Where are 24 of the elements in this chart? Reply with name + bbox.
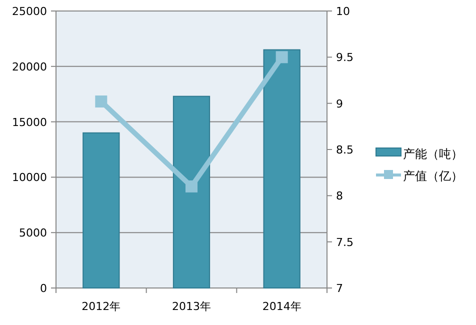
bar: [82, 132, 120, 288]
x-tick-label: 2012年: [82, 300, 121, 313]
y-tick-label: 5000: [19, 226, 47, 240]
y2-tick-label: 10: [336, 5, 350, 18]
point: [186, 180, 198, 192]
y-tick-label: 20000: [12, 60, 47, 74]
x-tick-label: 2013年: [172, 300, 211, 313]
point: [95, 95, 108, 108]
point: [276, 51, 288, 64]
y2-tick-label: 7: [336, 282, 343, 295]
y2-tick-label: 9.5: [336, 51, 354, 64]
y2-tick-label: 9: [336, 97, 343, 110]
legend-label: 产能（吨）: [403, 147, 463, 161]
y2-tick-label: 8: [336, 190, 343, 203]
bar: [263, 49, 300, 288]
bar: [172, 96, 210, 288]
y-tick-label: 15000: [12, 116, 47, 129]
x-tick-label: 2014年: [262, 300, 302, 313]
y-tick-label: 25000: [12, 5, 47, 18]
y-tick-label: 0: [40, 282, 47, 295]
y2-tick-label: 7.5: [336, 236, 354, 249]
y2-tick-label: 8.5: [336, 144, 354, 156]
y-tick-label: 10000: [12, 171, 47, 184]
legend-label: 产值（亿）: [403, 169, 463, 183]
